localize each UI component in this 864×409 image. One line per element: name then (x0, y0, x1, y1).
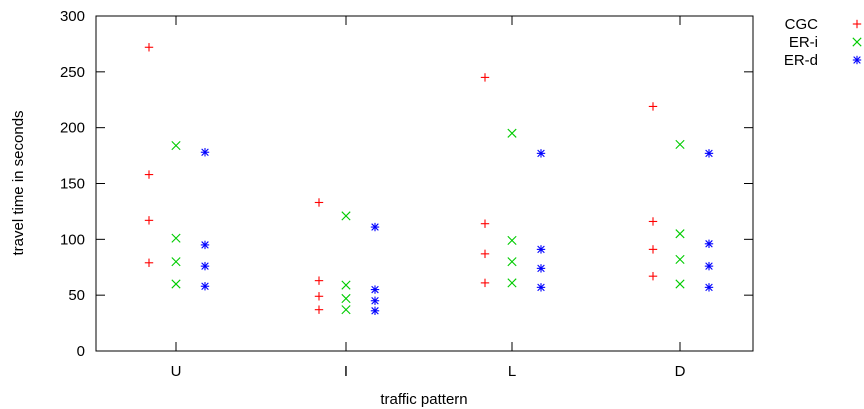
y-axis: 0 50 100 150 200 250 300 (60, 8, 753, 360)
data-point-er-d (536, 264, 546, 273)
data-point-er-i (341, 211, 351, 221)
data-point-er-i (507, 278, 517, 288)
data-point-er-d (536, 149, 546, 158)
data-point-er-i (507, 235, 517, 246)
x-tick-label: D (675, 363, 686, 380)
data-point-er-i (675, 139, 685, 150)
legend-label: ER-d (784, 52, 818, 69)
data-point-cgc (480, 219, 490, 228)
x-axis-label: traffic pattern (380, 391, 467, 408)
data-point-cgc (314, 276, 324, 285)
x-tick-label: L (508, 363, 516, 380)
x-tick-label: I (344, 363, 348, 380)
data-point-er-d (200, 148, 210, 157)
data-point-er-i (171, 140, 181, 151)
data-point-cgc (480, 73, 490, 82)
data-point-cgc (648, 102, 658, 111)
y-tick-label: 0 (77, 343, 85, 360)
data-point-er-d (536, 283, 546, 292)
data-point-er-d (370, 285, 380, 294)
data-point-cgc (314, 305, 324, 314)
data-point-cgc (480, 249, 490, 259)
data-point-er-d (704, 239, 714, 248)
data-point-er-i (507, 128, 517, 138)
y-tick-label: 200 (60, 120, 85, 137)
y-tick-label: 300 (60, 8, 85, 25)
y-tick-label: 250 (60, 64, 85, 81)
y-tick-label: 150 (60, 176, 85, 193)
x-tick-label: U (171, 363, 182, 380)
y-axis-label: travel time in seconds (10, 110, 27, 255)
data-point-cgc (144, 170, 154, 179)
data-point-er-i (675, 279, 685, 289)
data-point-er-d (370, 306, 380, 315)
data-point-er-d (370, 296, 380, 305)
legend-label: CGC (785, 16, 819, 33)
data-point-cgc (648, 217, 658, 226)
data-point-er-i (341, 305, 351, 315)
data-point-er-d (200, 240, 210, 250)
legend-marker (852, 55, 862, 65)
data-point-cgc (144, 216, 154, 225)
data-point-cgc (144, 43, 154, 52)
legend-label: ER-i (789, 34, 818, 51)
data-point-er-i (507, 257, 517, 267)
data-point-er-i (171, 233, 181, 243)
data-points (144, 43, 714, 315)
y-tick-label: 50 (68, 287, 85, 304)
data-point-cgc (480, 278, 490, 288)
data-point-er-i (341, 293, 351, 304)
data-point-er-i (675, 254, 685, 265)
legend-marker (852, 19, 862, 29)
plot-frame (95, 15, 754, 352)
data-point-er-d (704, 283, 714, 292)
data-point-cgc (648, 245, 658, 254)
data-point-cgc (648, 271, 658, 281)
data-point-er-d (200, 261, 210, 271)
data-point-cgc (314, 292, 324, 301)
y-tick-label: 100 (60, 231, 85, 248)
data-point-cgc (144, 258, 154, 267)
data-point-er-i (341, 280, 351, 290)
data-point-er-d (370, 222, 380, 232)
data-point-er-i (171, 279, 181, 289)
data-point-er-d (704, 261, 714, 271)
legend-marker (852, 37, 862, 47)
data-point-er-d (536, 245, 546, 254)
data-point-cgc (314, 198, 324, 207)
data-point-er-i (171, 257, 181, 267)
data-point-er-d (704, 149, 714, 158)
data-point-er-d (200, 282, 210, 291)
data-point-er-i (675, 229, 685, 239)
